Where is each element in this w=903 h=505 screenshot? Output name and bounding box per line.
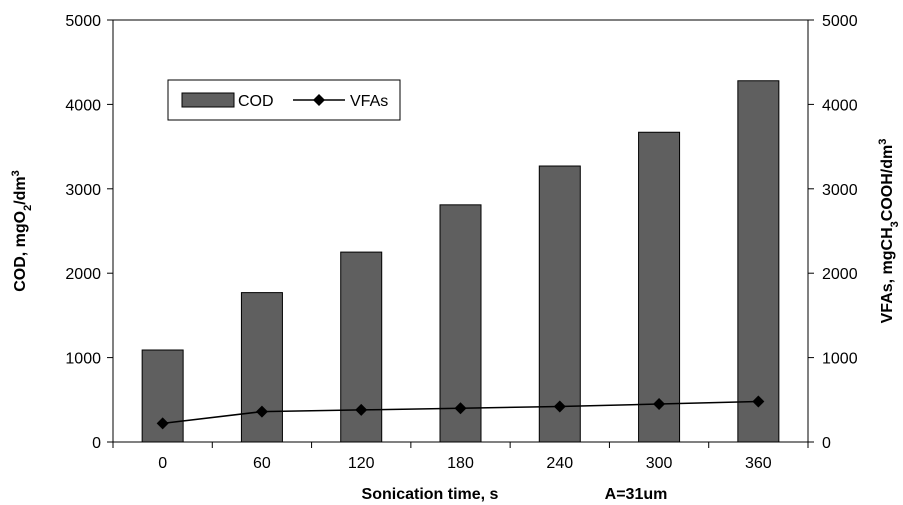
y-right-tick-label: 0 [822, 435, 831, 452]
y-right-tick-label: 4000 [822, 97, 858, 114]
legend: COD VFAs [167, 79, 401, 121]
axes [112, 19, 809, 443]
vfas-point-120 [355, 403, 368, 416]
vfas-point-180 [454, 402, 467, 415]
y-left-tick-label: 3000 [65, 182, 101, 199]
y-left-tick-label: 4000 [65, 97, 101, 114]
vfas-point-240 [553, 400, 566, 413]
vfas-point-0 [156, 417, 169, 430]
plot-frame [112, 19, 809, 443]
cod-bar-360 [737, 80, 780, 443]
legend-cod-label: COD [238, 93, 274, 110]
tick-labels: 0100020003000400050000100020003000400050… [65, 13, 857, 472]
legend-cod-swatch [181, 92, 235, 108]
x-tick-label: 180 [447, 455, 474, 472]
vfas-point-60 [255, 405, 268, 418]
cod-bar-240 [538, 165, 581, 443]
amplitude-annotation: A=31um [605, 486, 668, 503]
y-right-tick-label: 1000 [822, 351, 858, 368]
y-right-tick-label: 5000 [822, 13, 858, 30]
y-axis-left-label: COD, mgO2/dm3 [10, 170, 34, 292]
cod-bar-60 [240, 292, 283, 443]
y-left-tick-label: 5000 [65, 13, 101, 30]
y-axis-right-label: VFAs, mgCH3COOH/dm3 [877, 139, 901, 324]
x-tick-label: 0 [158, 455, 167, 472]
cod-bars [141, 80, 780, 443]
vfas-point-300 [653, 398, 666, 411]
vfas-series [156, 395, 765, 430]
x-tick-label: 60 [253, 455, 271, 472]
y-right-tick-label: 3000 [822, 182, 858, 199]
x-axis-label: Sonication time, s [362, 486, 499, 503]
cod-bar-300 [638, 131, 681, 443]
x-tick-label: 120 [348, 455, 375, 472]
y-left-tick-label: 2000 [65, 266, 101, 283]
y-left-tick-label: 0 [92, 435, 101, 452]
cod-bar-180 [439, 204, 482, 443]
vfas-point-360 [752, 395, 765, 408]
legend-vfas-marker [313, 94, 325, 106]
legend-vfas-label: VFAs [350, 93, 388, 110]
x-tick-label: 360 [745, 455, 772, 472]
x-tick-label: 240 [546, 455, 573, 472]
tick-marks [107, 19, 814, 448]
y-left-tick-label: 1000 [65, 351, 101, 368]
x-tick-label: 300 [646, 455, 673, 472]
y-right-tick-label: 2000 [822, 266, 858, 283]
